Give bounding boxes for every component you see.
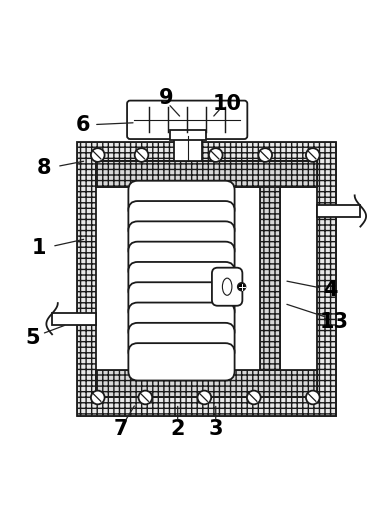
FancyBboxPatch shape [128,302,235,340]
Text: 4: 4 [323,280,337,300]
Circle shape [238,283,245,290]
Bar [96,161,317,188]
Bar [96,161,317,188]
FancyBboxPatch shape [128,323,235,360]
Text: 13: 13 [319,313,348,333]
FancyBboxPatch shape [127,101,247,139]
Text: 8: 8 [37,158,52,178]
Bar [77,142,336,416]
Circle shape [306,148,320,162]
Circle shape [91,391,105,404]
Circle shape [306,391,320,404]
Circle shape [91,148,105,162]
Circle shape [139,391,152,404]
Bar [96,370,317,397]
Text: 1: 1 [31,238,46,258]
Bar [77,142,336,416]
Bar [317,205,360,217]
FancyBboxPatch shape [128,181,235,218]
Text: 6: 6 [75,114,90,134]
Bar [170,130,206,140]
Circle shape [197,391,211,404]
Bar [174,136,202,161]
FancyBboxPatch shape [128,201,235,238]
Ellipse shape [222,278,232,295]
Bar [259,188,280,370]
FancyBboxPatch shape [128,221,235,259]
FancyBboxPatch shape [128,262,235,299]
Text: 9: 9 [159,88,173,108]
Bar [259,188,280,370]
Text: 2: 2 [170,419,185,439]
Circle shape [258,148,272,162]
FancyBboxPatch shape [212,268,243,306]
FancyBboxPatch shape [128,282,235,319]
Bar [52,313,96,325]
FancyBboxPatch shape [128,242,235,279]
Bar [96,161,317,397]
Text: 10: 10 [213,94,242,114]
FancyBboxPatch shape [128,343,235,380]
Circle shape [209,148,223,162]
Text: 5: 5 [26,328,40,348]
Text: 7: 7 [113,419,128,439]
Circle shape [135,148,148,162]
Circle shape [247,391,261,404]
Text: 3: 3 [209,419,223,439]
Bar [96,370,317,397]
